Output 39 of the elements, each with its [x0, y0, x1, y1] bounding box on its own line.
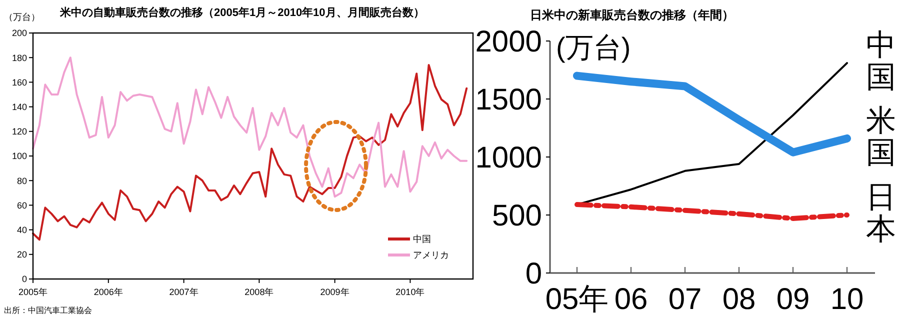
y-tick-label: 120 [12, 126, 27, 137]
x-tick-label: 2008年 [244, 287, 274, 297]
chart-title: 日米中の新車販売台数の推移（年間） [530, 8, 734, 22]
series-label: 米国 [866, 104, 896, 170]
series-label: 中国 [866, 29, 896, 94]
x-tick-label: 06 [614, 283, 648, 316]
text: 出所：中国汽車工業協会 [4, 306, 92, 315]
line-series [32, 56, 468, 198]
y-tick-label: 60 [16, 200, 27, 210]
x-tick-label: 2007年 [169, 287, 198, 297]
y-tick-label: 180 [12, 52, 27, 63]
y-tick-label: 40 [16, 224, 27, 235]
y-tick-label: 0 [525, 258, 542, 290]
y-tick-label: 200 [12, 28, 27, 38]
x-tick-label: 07 [668, 283, 702, 316]
y-tick-label: 2000 [475, 26, 542, 58]
y-axis-title: (万台) [556, 32, 631, 63]
x-tick-label: 05年 [545, 283, 609, 316]
chart-title: 米中の自動車販売台数の推移（2005年1月～2010年10月、月間販売台数） [59, 6, 424, 19]
y-tick-label: 0 [22, 274, 27, 284]
x-tick-label: 10 [830, 283, 864, 316]
x-tick-label: 2010年 [396, 287, 425, 297]
x-tick-label: 08 [722, 283, 756, 316]
y-tick-label: 140 [12, 102, 27, 112]
x-tick-label: 2005年 [18, 287, 48, 297]
x-tick-label: 09 [776, 283, 810, 316]
y-axis-title: （万台） [4, 12, 40, 22]
y-tick-label: 80 [16, 176, 27, 186]
legend-label: 中国 [413, 234, 431, 244]
legend-label: アメリカ [413, 250, 449, 260]
series-label: 日本 [866, 181, 896, 246]
y-tick-label: 160 [12, 77, 27, 88]
y-tick-label: 500 [492, 200, 542, 232]
y-tick-label: 1500 [475, 84, 542, 116]
y-tick-label: 20 [16, 250, 27, 260]
x-tick-label: 2009年 [320, 287, 350, 297]
x-tick-label: 2006年 [94, 287, 123, 297]
y-tick-label: 1000 [475, 142, 542, 174]
y-tick-label: 100 [12, 151, 27, 162]
